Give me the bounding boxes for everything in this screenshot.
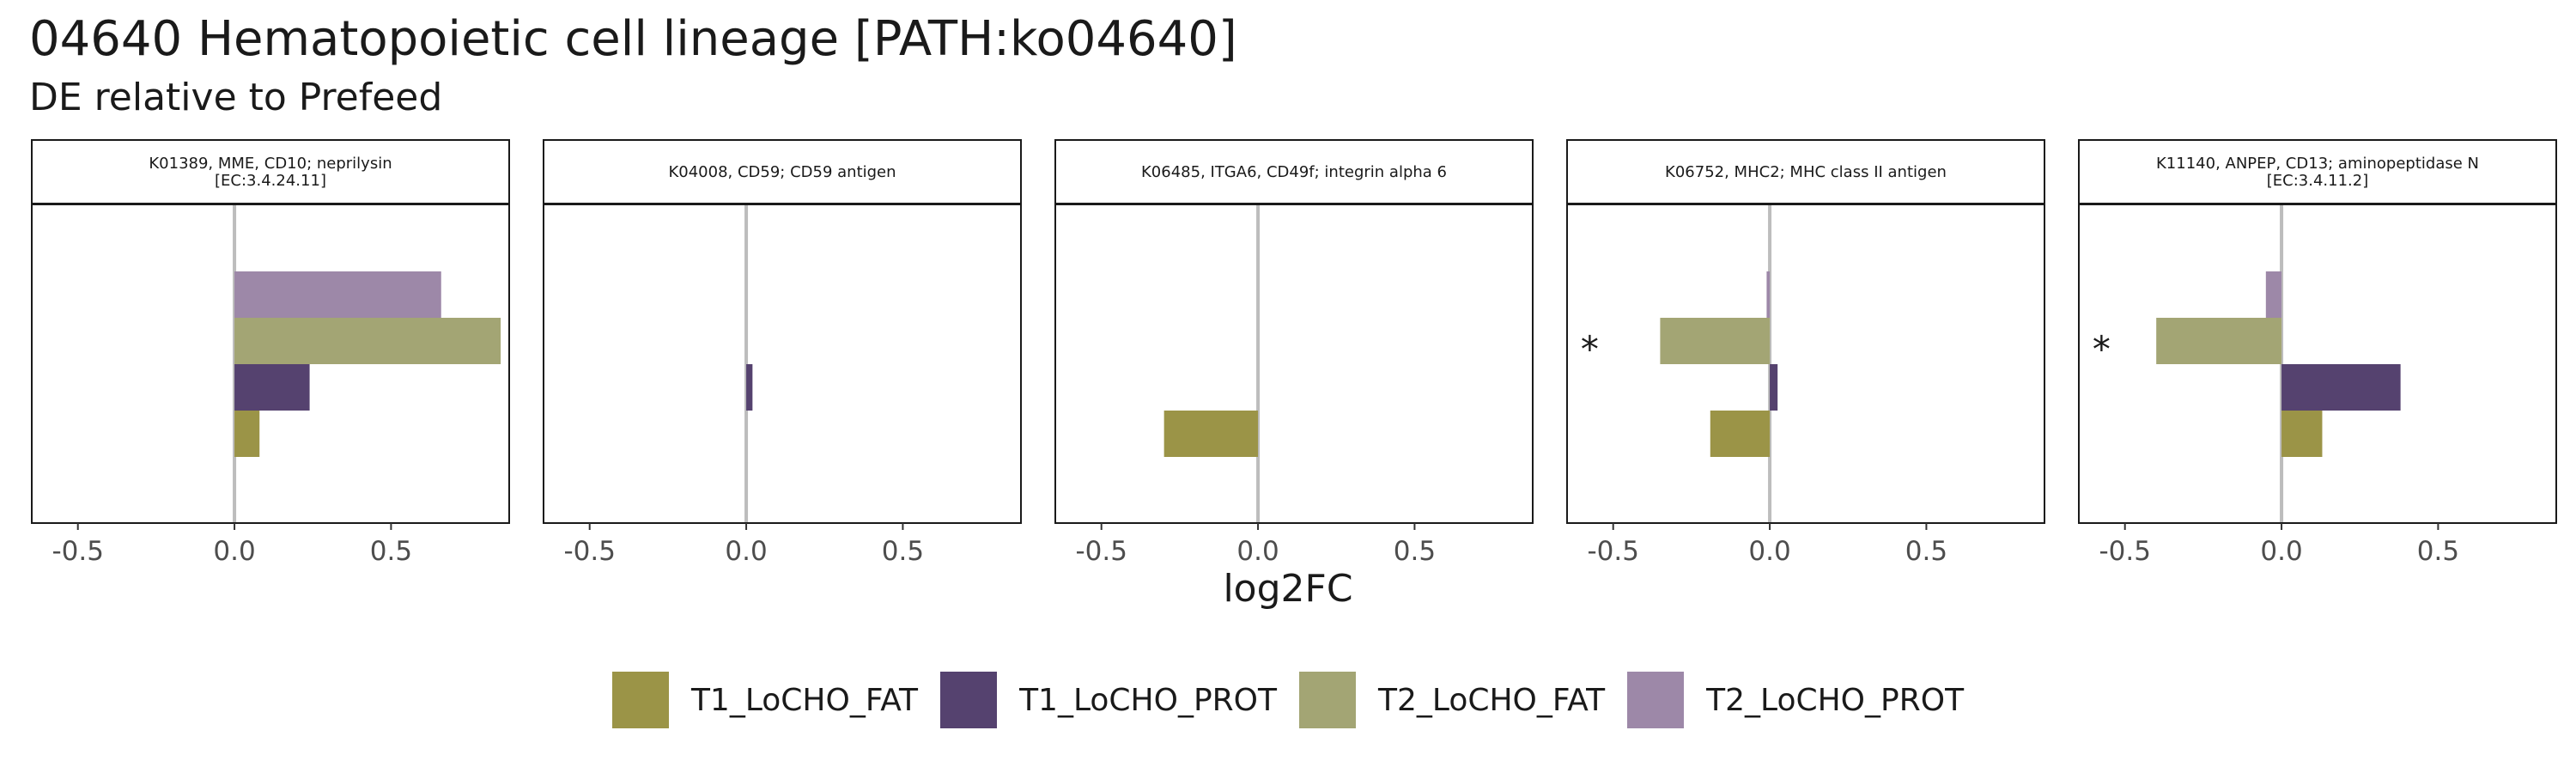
legend-item: T2_LoCHO_PROT [1627,672,1964,728]
legend: T1_LoCHO_FAT T1_LoCHO_PROT T2_LoCHO_FAT T2_… [0,672,2576,728]
facet-panel [2079,204,2556,523]
x-tick-label: -0.5 [563,536,616,567]
bar-t1-locho-prot [1770,364,1778,411]
facet-strip-label: K06752, MHC2; MHC class II antigen [1665,163,1947,181]
panel-border [543,204,1022,524]
facet-strip-label: K04008, CD59; CD59 antigen [668,163,896,181]
x-tick-label: 0.5 [370,536,412,567]
legend-label: T1_LoCHO_FAT [690,682,919,718]
chart-subtitle: DE relative to Prefeed [29,76,443,119]
legend-item: T1_LoCHO_FAT [611,672,919,728]
x-tick-label: 0.0 [213,536,255,567]
facet-panel [1055,204,1533,523]
bar-t1-locho-fat [1163,411,1259,457]
legend-swatch [1627,672,1685,728]
panel-border [1054,204,1534,524]
significance-marker: * [2093,328,2111,370]
x-tick-label: -0.5 [2099,536,2151,567]
facet-strip-label: K06485, ITGA6, CD49f; integrin alpha 6 [1141,163,1447,181]
significance-marker: * [1581,328,1599,370]
legend-item: T2_LoCHO_FAT [1299,672,1605,728]
legend-label: T2_LoCHO_FAT [1378,682,1606,718]
legend-label: T1_LoCHO_PROT [1019,682,1277,718]
panel-border [31,204,510,524]
x-tick-label: 0.5 [1905,536,1947,567]
facet-strip [1566,139,2045,204]
bar-t1-locho-prot [2281,364,2401,411]
x-tick-label: 0.5 [2417,536,2459,567]
legend-item: T1_LoCHO_PROT [940,672,1277,728]
x-tick-label: 0.0 [1236,536,1279,567]
x-tick-label: 0.0 [725,536,767,567]
legend-swatch [940,672,998,728]
bar-t2-locho-fat [1660,318,1771,364]
bar-t1-locho-fat [234,411,260,457]
chart-title: 04640 Hematopoietic cell lineage [PATH:k… [29,11,1237,67]
bar-t2-locho-prot [1766,271,1771,318]
x-tick-label: 0.0 [2260,536,2302,567]
facet-strip-label: [EC:3.4.11.2] [2267,172,2368,190]
bar-t1-locho-fat [2281,411,2323,457]
bar-t2-locho-prot [234,271,441,318]
x-tick-label: 0.5 [882,536,924,567]
facet-panel [544,204,1021,523]
facet-strip-label: K11140, ANPEP, CD13; aminopeptidase N [2156,155,2479,173]
bar-t1-locho-prot [746,364,753,411]
facet-strip [2078,139,2557,204]
bar-t2-locho-fat [2156,318,2282,364]
x-tick-label: -0.5 [1587,536,1639,567]
facet-strip-label: K01389, MME, CD10; neprilysin [149,155,392,173]
bar-t2-locho-prot [2265,271,2282,318]
x-tick-label: 0.0 [1748,536,1790,567]
x-tick-label: -0.5 [1075,536,1127,567]
facet-strip-label: [EC:3.4.24.11] [215,172,326,190]
legend-label: T2_LoCHO_PROT [1706,682,1965,718]
panel-border [2078,204,2557,524]
x-tick-label: 0.5 [1394,536,1436,567]
x-axis-label: log2FC [1223,567,1353,611]
bar-t2-locho-fat [234,318,501,364]
bar-t1-locho-prot [234,364,310,411]
facet-strip [1054,139,1534,204]
x-tick-label: -0.5 [52,536,104,567]
legend-swatch [1299,672,1356,728]
legend-swatch [611,672,669,728]
bar-t1-locho-fat [1710,411,1771,457]
facet-panel [1567,204,2044,523]
panel-border [1566,204,2045,524]
